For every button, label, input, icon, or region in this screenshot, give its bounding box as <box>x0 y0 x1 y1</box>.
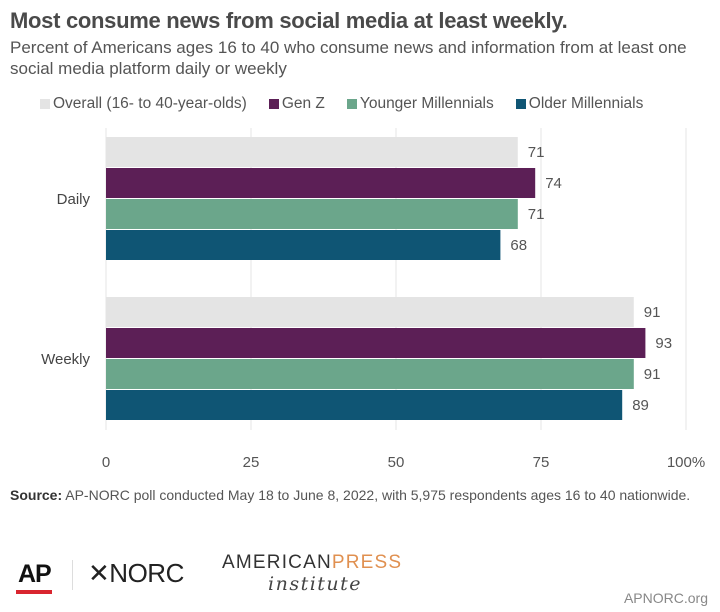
legend-label: Gen Z <box>281 95 325 112</box>
legend: Overall (16- to 40-year-olds) Gen Z Youn… <box>40 95 643 113</box>
chart-subtitle: Percent of Americans ages 16 to 40 who c… <box>10 38 687 78</box>
legend-swatch <box>346 99 357 109</box>
legend-item-younger-millennials: Younger Millennials <box>346 95 494 113</box>
legend-label: Overall (16- to 40-year-olds) <box>53 95 247 112</box>
data-label: 68 <box>510 237 527 254</box>
logo-divider <box>72 560 73 590</box>
legend-swatch <box>515 99 526 109</box>
x-tick-label: 25 <box>243 454 260 471</box>
legend-item-overall: Overall (16- to 40-year-olds) <box>40 95 247 113</box>
data-label: 91 <box>644 304 661 321</box>
bar <box>106 359 634 389</box>
x-tick-label: 0 <box>102 454 110 471</box>
bar <box>106 390 623 420</box>
norc-text: NORC <box>109 558 184 588</box>
chart-title: Most consume news from social media at l… <box>10 8 568 33</box>
source-text: AP-NORC poll conducted May 18 to June 8,… <box>62 487 691 503</box>
bar <box>106 328 646 358</box>
bar <box>106 230 501 260</box>
api-logo: AMERICANPRESS <box>222 552 402 574</box>
legend-item-gen-z: Gen Z <box>268 95 325 113</box>
bar <box>106 168 536 198</box>
x-tick-label: 100% <box>667 454 705 471</box>
norc-star-icon: ✕ <box>88 558 110 588</box>
api-logo-institute: institute <box>268 573 363 595</box>
source-note: Source: AP-NORC poll conducted May 18 to… <box>10 486 710 505</box>
data-label: 71 <box>528 144 545 161</box>
norc-logo: ✕NORC <box>88 558 184 589</box>
bar <box>106 297 634 327</box>
x-tick-label: 50 <box>388 454 405 471</box>
source-label: Source: <box>10 487 63 503</box>
data-label: 89 <box>632 397 649 414</box>
data-label: 93 <box>655 335 672 352</box>
bar <box>106 199 518 229</box>
data-label: 91 <box>644 366 661 383</box>
source-url: APNORC.org <box>623 590 708 606</box>
legend-label: Older Millennials <box>528 95 644 112</box>
ap-logo-underline <box>16 590 52 594</box>
ap-logo: AP <box>18 560 52 588</box>
legend-label: Younger Millennials <box>359 95 494 112</box>
api-logo-american: AMERICAN <box>222 552 332 573</box>
data-label: 71 <box>528 206 545 223</box>
legend-swatch <box>40 99 50 109</box>
legend-swatch <box>268 99 279 109</box>
category-label: Weekly <box>41 351 90 368</box>
api-logo-press: PRESS <box>331 552 403 573</box>
category-label: Daily <box>57 191 91 208</box>
bar <box>106 137 518 167</box>
x-tick-label: 75 <box>533 454 550 471</box>
legend-item-older-millennials: Older Millennials <box>515 95 644 113</box>
data-label: 74 <box>545 175 562 192</box>
